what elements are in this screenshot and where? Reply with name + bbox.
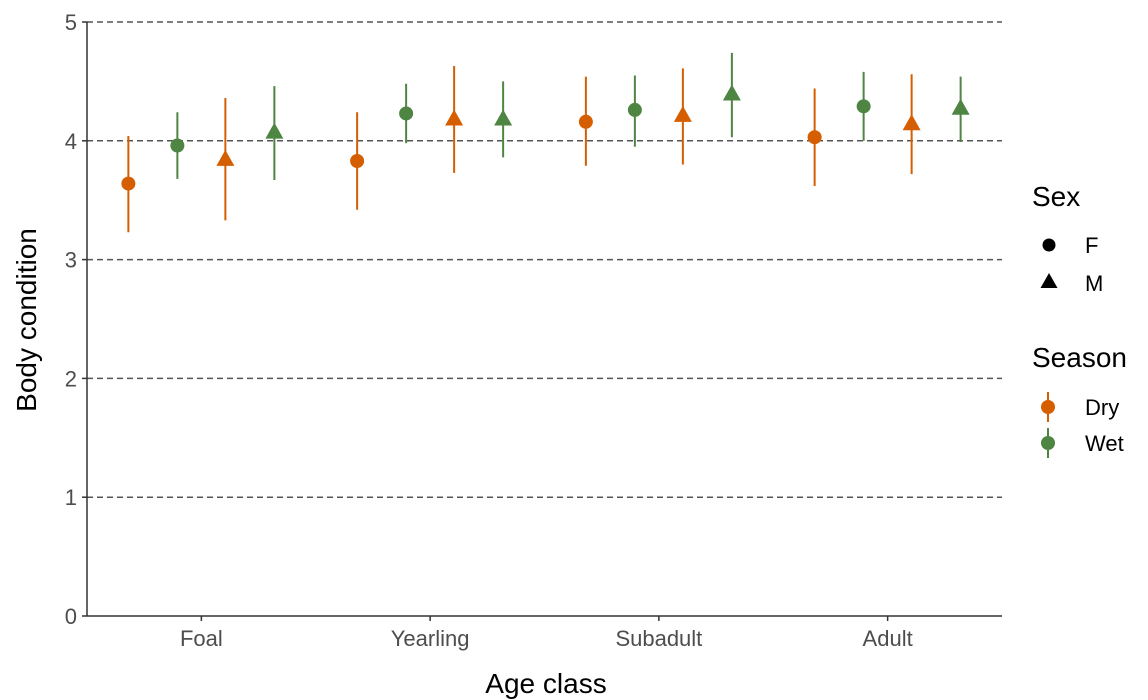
point-m-wet xyxy=(494,109,513,126)
y-tick-label: 1 xyxy=(65,485,77,510)
legend-sex-title: Sex xyxy=(1032,181,1080,212)
point-f-dry xyxy=(578,114,593,129)
legend-m-label: M xyxy=(1085,271,1103,296)
x-tick-label: Subadult xyxy=(615,626,702,651)
legend-dry-point xyxy=(1041,400,1055,414)
y-tick-label: 3 xyxy=(65,248,77,273)
x-tick-label: Foal xyxy=(180,626,223,651)
legend-f-circle-icon xyxy=(1042,238,1056,252)
legend-m-triangle-icon xyxy=(1040,273,1058,288)
grid-lines xyxy=(87,21,1002,498)
point-m-wet xyxy=(265,122,284,139)
y-tick-label: 5 xyxy=(65,10,77,35)
legend-season: Season Dry Wet xyxy=(1032,342,1127,458)
legend-season-title: Season xyxy=(1032,342,1127,373)
legend-wet-label: Wet xyxy=(1085,431,1124,456)
data-marks xyxy=(121,52,970,233)
x-axis-title: Age class xyxy=(485,668,606,699)
y-axis-title: Body condition xyxy=(11,228,42,412)
point-f-dry xyxy=(121,176,136,191)
point-m-dry xyxy=(445,109,464,126)
y-tick-label: 0 xyxy=(65,604,77,629)
x-tick-label: Adult xyxy=(863,626,913,651)
point-f-dry xyxy=(807,130,822,145)
point-f-wet xyxy=(627,102,642,117)
point-f-wet xyxy=(170,138,185,153)
axes xyxy=(86,22,1002,617)
x-tick-label: Yearling xyxy=(391,626,470,651)
x-axis-ticks: Foal Yearling Subadult Adult xyxy=(180,616,913,651)
point-m-dry xyxy=(216,149,235,166)
y-tick-label: 4 xyxy=(65,129,77,154)
legend-sex: Sex F M xyxy=(1032,181,1103,296)
y-axis-ticks: 0 1 2 3 4 5 xyxy=(65,10,87,629)
y-tick-label: 2 xyxy=(65,366,77,391)
point-m-dry xyxy=(902,114,921,131)
legend-f-label: F xyxy=(1085,233,1098,258)
legend-dry-label: Dry xyxy=(1085,395,1119,420)
point-f-wet xyxy=(399,106,414,121)
legend-wet-point xyxy=(1041,436,1055,450)
point-m-dry xyxy=(673,105,692,122)
point-m-wet xyxy=(951,98,970,115)
point-f-wet xyxy=(856,99,871,114)
point-m-wet xyxy=(722,84,741,101)
point-f-dry xyxy=(350,153,365,168)
